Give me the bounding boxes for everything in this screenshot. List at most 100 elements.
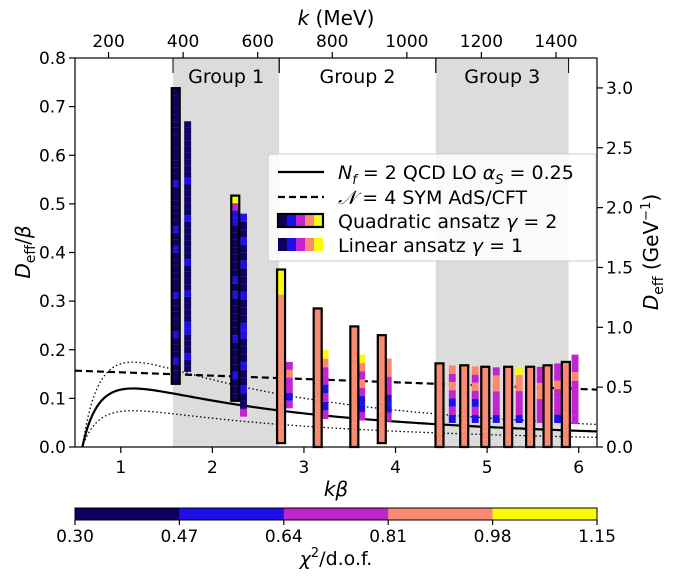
x-tick-label: 4 [390, 458, 401, 478]
bar-cell [435, 430, 444, 440]
bar-cell [313, 414, 322, 424]
bar-cell [239, 353, 248, 363]
bar-cell [239, 369, 248, 378]
bar-cell [350, 422, 359, 432]
bar-cell [377, 343, 386, 353]
bar-cell [350, 350, 359, 360]
bar-cell [553, 380, 562, 390]
bar-cell [571, 397, 579, 407]
bar-cell [171, 199, 180, 207]
bar-cell [171, 337, 180, 345]
bar-cell [231, 349, 240, 358]
bar-cell [503, 366, 513, 376]
bar-cell [481, 398, 490, 408]
bar-cell [239, 330, 248, 339]
bar-cell [471, 390, 479, 400]
bar-cell [183, 290, 192, 298]
legend-sym-label: 𝒩 = 4 SYM AdS/CFT [338, 187, 527, 209]
bar-cell [350, 398, 359, 408]
bar-cell [276, 335, 286, 345]
quadratic-bar-6 [376, 334, 387, 445]
bar-cell [377, 384, 386, 394]
bar-cell [231, 268, 240, 277]
y-tick-label: 0.3 [39, 292, 66, 312]
bar-cell [515, 382, 523, 392]
bar-cell [171, 285, 180, 293]
qcd-upper-band-curve [81, 361, 597, 447]
bar-cell [183, 121, 192, 128]
bar-cell [377, 393, 386, 403]
bar-cell [313, 348, 322, 358]
bar-cell [313, 430, 322, 440]
bar-cell [231, 298, 240, 307]
bar-cell [239, 267, 248, 277]
bar-cell [239, 384, 248, 394]
linear-bar-8 [471, 366, 479, 424]
bar-cell [377, 368, 386, 378]
colorbar-tick-label: 0.98 [474, 527, 512, 547]
bar-cell [183, 152, 192, 160]
bar-cell [543, 381, 552, 391]
bar-cell [571, 406, 579, 416]
y-tick-label: 0.1 [39, 389, 66, 409]
y-right-tick-label: 1.0 [606, 318, 633, 338]
bar-cell [313, 373, 322, 383]
bar-cell [448, 381, 457, 391]
bar-cell [460, 381, 469, 391]
bar-cell [171, 127, 180, 135]
bar-cell [503, 382, 513, 392]
bar-cell [231, 363, 240, 372]
bar-cell [239, 236, 248, 246]
bar-cell [313, 406, 322, 415]
right-y-axis-label: Deff (GeV−1) [639, 194, 667, 310]
quadratic-bar-9 [480, 365, 491, 449]
bar-outline [275, 268, 287, 445]
quadratic-bar-12 [542, 364, 553, 449]
legend: Nf = 2 QCD LO αS = 0.25 𝒩 = 4 SYM AdS/CF… [267, 153, 597, 262]
bar-cell [239, 361, 248, 371]
bar-cell [460, 397, 469, 407]
linear-bar-10 [515, 366, 523, 424]
bar-cell [276, 376, 286, 386]
bar-cell [350, 358, 359, 368]
bar-cell [350, 414, 359, 424]
bar-cell [276, 302, 286, 312]
linear-bar-1 [183, 121, 192, 373]
bar-cell [553, 397, 562, 407]
bar-cell [276, 393, 286, 403]
bar-cell [503, 414, 513, 424]
bar-cell [183, 321, 192, 329]
bar-cell [448, 389, 457, 399]
legend-linear-label: Linear ansatz γ = 1 [338, 235, 523, 257]
bar-cell [471, 414, 479, 424]
bar-cell [503, 398, 513, 408]
bar-cell [171, 225, 180, 234]
bar-cell [231, 276, 240, 285]
bar-cell [285, 377, 293, 386]
bar-cell [183, 277, 192, 285]
bar-cell [231, 232, 240, 241]
bar-cell [171, 107, 180, 115]
bar-cell [571, 380, 579, 390]
bar-cell [171, 291, 180, 299]
bar-outline [376, 334, 387, 445]
bar-cell [561, 387, 571, 397]
bar-cell [525, 390, 535, 400]
quadratic-bar-4 [312, 307, 323, 449]
colorbar-frame [74, 507, 598, 521]
group-label-1: Group 1 [188, 66, 264, 88]
bar-cell [377, 401, 386, 411]
bar-cell [183, 139, 192, 147]
bar-cell [525, 374, 535, 384]
bar-cell [239, 283, 248, 293]
bar-cell [239, 392, 248, 402]
top-x-tick-label: 1400 [534, 32, 577, 52]
bar-cell [553, 363, 562, 373]
svg-text:k (MeV): k (MeV) [298, 6, 375, 30]
axes: 1 2 3 4 5 6 0.0 0.1 0.2 0.3 0.4 0.5 0.6 0.7 0.8 0.0 0.5 1… [39, 32, 633, 478]
colorbar-segment [179, 508, 285, 520]
bar-cell [183, 340, 192, 348]
bar-cell [171, 186, 180, 194]
y-right-tick-label: 2.0 [606, 199, 633, 219]
bar-cell [285, 400, 293, 409]
